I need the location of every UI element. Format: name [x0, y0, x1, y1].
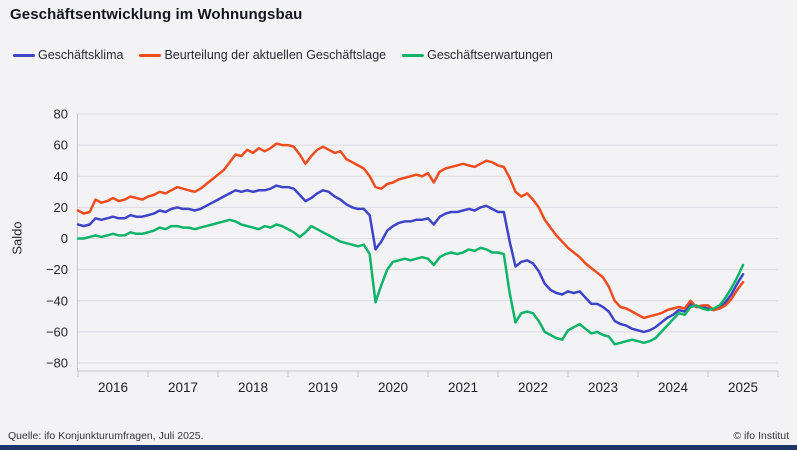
series-line-3: [76, 218, 745, 346]
legend-swatch: [13, 53, 35, 57]
x-tick-label: 2017: [168, 380, 198, 395]
legend-swatch: [402, 53, 425, 57]
legend-label: Beurteilung der aktuellen Geschäftslage: [164, 48, 387, 62]
x-tick-label: 2023: [588, 380, 618, 395]
legend-item-2: Beurteilung der aktuellen Geschäftslage: [139, 48, 386, 62]
source-note: Quelle: ifo Konjunkturumfragen, Juli 202…: [8, 430, 204, 442]
y-tick-label: −20: [46, 262, 68, 277]
y-tick-label: −40: [46, 293, 68, 308]
x-tick-label: 2021: [448, 380, 478, 395]
legend-label: Geschäftserwartungen: [427, 48, 553, 62]
line-chart: 80 60 40 20 0 −20 −40 −60 −80 2016 2017 2018 2019 202…: [46, 107, 779, 395]
y-tick-label: 80: [54, 107, 68, 122]
legend: Geschäftsklima Beurteilung der aktuellen …: [13, 48, 553, 62]
x-tick-label: 2018: [238, 380, 268, 395]
legend-item-1: Geschäftsklima: [13, 48, 123, 62]
y-tick-label: 20: [54, 200, 68, 215]
x-tick-label: 2020: [378, 380, 408, 395]
footer: Quelle: ifo Konjunkturumfragen, Juli 202…: [8, 430, 789, 442]
copyright-note: © ifo Institut: [733, 430, 789, 442]
chart-title: Geschäftsentwicklung im Wohnungsbau: [10, 6, 303, 23]
y-tick-label: −80: [46, 356, 68, 371]
legend-label: Geschäftsklima: [38, 48, 124, 62]
legend-swatch: [139, 53, 162, 57]
brand-bar: [0, 445, 797, 450]
x-tick-label: 2024: [658, 380, 689, 395]
y-tick-label: −60: [46, 324, 68, 339]
x-tick-label: 2016: [98, 380, 128, 395]
series-line-2: [76, 142, 745, 320]
series-line-1: [76, 184, 745, 334]
x-tick-label: 2025: [728, 380, 758, 395]
x-tick-label: 2019: [308, 380, 338, 395]
y-tick-label: 40: [54, 169, 68, 184]
y-tick-label: 0: [61, 231, 68, 246]
legend-item-3: Geschäftserwartungen: [402, 48, 553, 62]
y-tick-label: 60: [54, 138, 68, 153]
x-tick-label: 2022: [518, 380, 548, 395]
